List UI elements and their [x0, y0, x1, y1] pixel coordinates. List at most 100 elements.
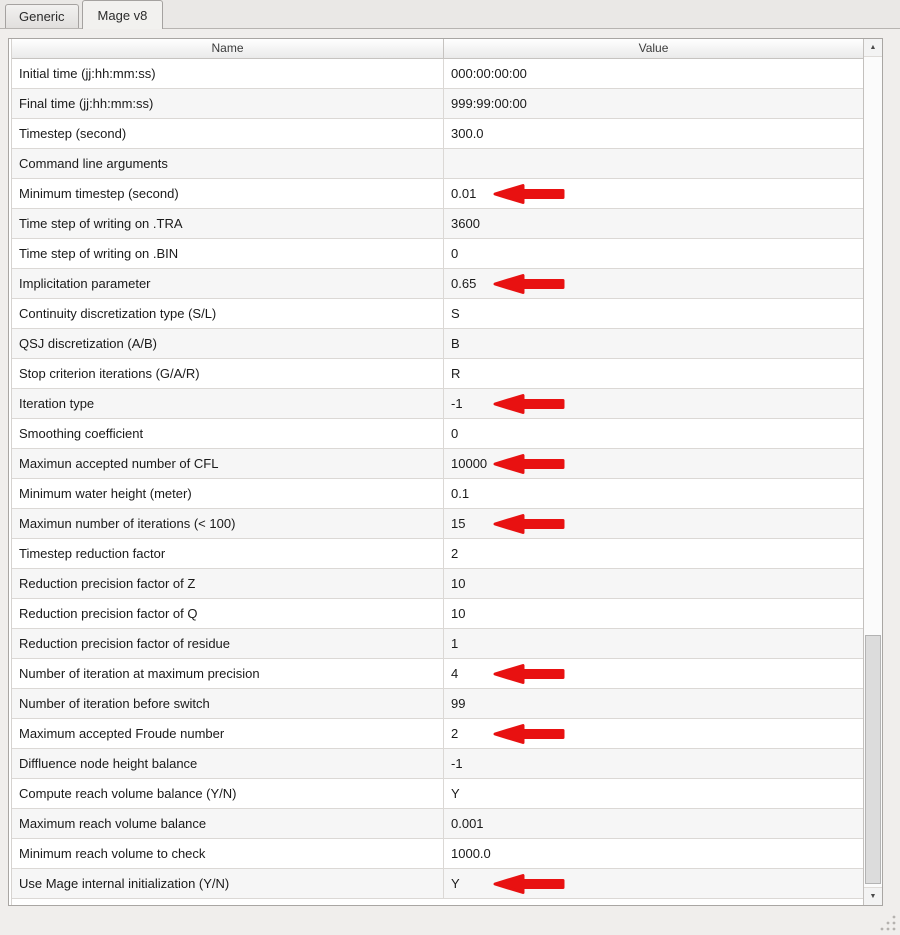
row-value: 0 [451, 426, 459, 441]
table-row[interactable]: Reduction precision factor of Z 10 [12, 569, 863, 599]
table-row[interactable]: Minimum timestep (second) 0.01 [12, 179, 863, 209]
table-header: Name Value [12, 39, 863, 59]
row-value: 0.001 [451, 816, 484, 831]
row-name: Implicitation parameter [19, 276, 151, 291]
table-row[interactable]: Continuity discretization type (S/L) S [12, 299, 863, 329]
row-name: Smoothing coefficient [19, 426, 144, 441]
table-row[interactable]: Compute reach volume balance (Y/N) Y [12, 779, 863, 809]
table-row[interactable]: Reduction precision factor of Q 10 [12, 599, 863, 629]
row-value: 0.01 [451, 186, 477, 201]
red-arrow-icon [493, 274, 565, 294]
table-row[interactable]: Initial time (jj:hh:mm:ss) 000:00:00:00 [12, 59, 863, 89]
vertical-scrollbar[interactable]: ▲ ▼ [863, 39, 882, 905]
table-row[interactable]: Final time (jj:hh:mm:ss) 999:99:00:00 [12, 89, 863, 119]
row-value: 15 [451, 516, 466, 531]
row-value: B [451, 336, 460, 351]
row-value: S [451, 306, 460, 321]
row-value: 4 [451, 666, 459, 681]
row-name: Final time (jj:hh:mm:ss) [19, 96, 154, 111]
tab-mage-v8[interactable]: Mage v8 [81, 0, 164, 29]
row-value: 99 [451, 696, 466, 711]
table-row[interactable]: Iteration type -1 [12, 389, 863, 419]
row-value: Y [451, 876, 460, 891]
table-row[interactable]: Minimum water height (meter) 0.1 [12, 479, 863, 509]
tab-generic[interactable]: Generic [5, 4, 79, 28]
row-value: 999:99:00:00 [451, 96, 527, 111]
table-row[interactable]: Minimum reach volume to check 1000.0 [12, 839, 863, 869]
row-name: Continuity discretization type (S/L) [19, 306, 217, 321]
table-row[interactable]: Maximum reach volume balance 0.001 [12, 809, 863, 839]
table-row[interactable]: Implicitation parameter 0.65 [12, 269, 863, 299]
row-name: Time step of writing on .TRA [19, 216, 183, 231]
row-value: 10 [451, 576, 466, 591]
row-value: -1 [451, 396, 463, 411]
table-body: Initial time (jj:hh:mm:ss) 000:00:00:00 … [12, 59, 863, 905]
table-row[interactable]: Command line arguments [12, 149, 863, 179]
table-row[interactable]: Diffluence node height balance -1 [12, 749, 863, 779]
table-row[interactable]: Maximun number of iterations (< 100) 15 [12, 509, 863, 539]
scroll-down-icon: ▼ [869, 893, 877, 900]
row-name: Minimum reach volume to check [19, 846, 206, 861]
table-row[interactable]: Maximun accepted number of CFL 10000 [12, 449, 863, 479]
table-row[interactable]: QSJ discretization (A/B) B [12, 329, 863, 359]
parameters-table: Name Value Initial time (jj:hh:mm:ss) 00… [8, 38, 883, 906]
row-name: Maximun accepted number of CFL [19, 456, 219, 471]
table-row[interactable]: Maximum accepted Froude number 2 [12, 719, 863, 749]
table-row[interactable]: Number of iteration at maximum precision… [12, 659, 863, 689]
row-value: 1000.0 [451, 846, 491, 861]
table-row[interactable]: Time step of writing on .TRA 3600 [12, 209, 863, 239]
row-name: Maximum accepted Froude number [19, 726, 225, 741]
tab-page-mage-v8: Name Value Initial time (jj:hh:mm:ss) 00… [0, 29, 900, 935]
column-header-value[interactable]: Value [444, 39, 863, 59]
row-name: Time step of writing on .BIN [19, 246, 179, 261]
row-name: Command line arguments [19, 156, 168, 171]
scrollbar-track[interactable] [864, 57, 882, 887]
red-arrow-icon [493, 724, 565, 744]
row-value: 3600 [451, 216, 480, 231]
row-value: 0.1 [451, 486, 470, 501]
row-name: Iteration type [19, 396, 95, 411]
table-row[interactable]: Use Mage internal initialization (Y/N) Y [12, 869, 863, 899]
window-resize-grip[interactable] [878, 913, 898, 933]
row-value: 0.65 [451, 276, 477, 291]
row-name: Maximun number of iterations (< 100) [19, 516, 236, 531]
scroll-up-button[interactable]: ▲ [864, 39, 882, 57]
row-name: Reduction precision factor of Z [19, 576, 196, 591]
scroll-up-icon: ▲ [869, 44, 877, 51]
row-name: Timestep (second) [19, 126, 127, 141]
row-value: 10000 [451, 456, 488, 471]
row-name: Minimum timestep (second) [19, 186, 179, 201]
table-row[interactable]: Timestep (second) 300.0 [12, 119, 863, 149]
row-name: Diffluence node height balance [19, 756, 198, 771]
table-row[interactable]: Time step of writing on .BIN 0 [12, 239, 863, 269]
scrollbar-thumb[interactable] [865, 635, 881, 884]
table-row[interactable]: Smoothing coefficient 0 [12, 419, 863, 449]
table-row[interactable]: Reduction precision factor of residue 1 [12, 629, 863, 659]
row-name: Maximum reach volume balance [19, 816, 207, 831]
row-name: Number of iteration at maximum precision [19, 666, 260, 681]
row-name: Stop criterion iterations (G/A/R) [19, 366, 200, 381]
red-arrow-icon [493, 394, 565, 414]
table-row[interactable]: Stop criterion iterations (G/A/R) R [12, 359, 863, 389]
table-main: Name Value Initial time (jj:hh:mm:ss) 00… [11, 39, 863, 905]
row-value: 1 [451, 636, 459, 651]
row-value: -1 [451, 756, 463, 771]
column-header-name[interactable]: Name [12, 39, 444, 59]
row-value: 300.0 [451, 126, 484, 141]
tab-bar: Generic Mage v8 [0, 0, 900, 29]
table-row[interactable]: Number of iteration before switch 99 [12, 689, 863, 719]
row-name: Initial time (jj:hh:mm:ss) [19, 66, 156, 81]
row-name: Number of iteration before switch [19, 696, 210, 711]
red-arrow-icon [493, 874, 565, 894]
row-value: 0 [451, 246, 459, 261]
row-value: 10 [451, 606, 466, 621]
row-value: 000:00:00:00 [451, 66, 527, 81]
table-row[interactable]: Timestep reduction factor 2 [12, 539, 863, 569]
red-arrow-icon [493, 514, 565, 534]
row-value: R [451, 366, 461, 381]
row-name: Compute reach volume balance (Y/N) [19, 786, 237, 801]
scroll-down-button[interactable]: ▼ [864, 887, 882, 905]
row-value: Y [451, 786, 460, 801]
row-name: Minimum water height (meter) [19, 486, 192, 501]
row-name: Timestep reduction factor [19, 546, 166, 561]
